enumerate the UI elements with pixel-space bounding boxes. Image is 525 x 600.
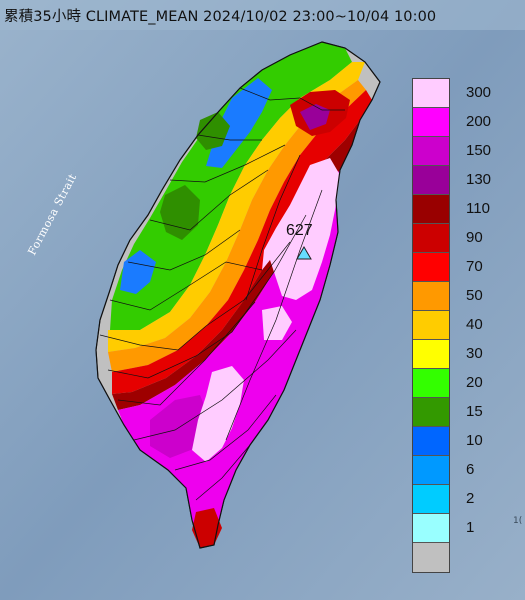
legend-swatch [413, 427, 449, 456]
legend-swatch [413, 137, 449, 166]
legend-swatch [413, 253, 449, 282]
legend-label: 70 [466, 258, 483, 275]
legend-label: 1 [466, 519, 475, 536]
legend-swatch [413, 282, 449, 311]
legend-label: 90 [466, 229, 483, 246]
zone-pink-central [262, 306, 292, 340]
legend-label: 150 [466, 142, 492, 159]
legend-label: 130 [466, 171, 492, 188]
legend-swatch [413, 485, 449, 514]
zone-darkgreen-2 [196, 112, 230, 150]
legend-label: 40 [466, 316, 483, 333]
zone-red [112, 90, 372, 394]
legend-label: 20 [466, 374, 483, 391]
coastline [95, 41, 381, 549]
legend-color-bar [412, 78, 450, 573]
legend-label: 6 [466, 461, 475, 478]
map-title: 累積35小時 CLIMATE_MEAN 2024/10/02 23:00~10/… [4, 9, 437, 25]
legend-label: 15 [466, 403, 483, 420]
legend-swatch [413, 224, 449, 253]
legend-label: 110 [466, 200, 490, 217]
legend-swatch [413, 514, 449, 543]
max-location-triangle-icon [296, 246, 312, 260]
legend-swatch [413, 369, 449, 398]
legend-label: 50 [466, 287, 483, 304]
legend-swatch [413, 195, 449, 224]
max-rainfall-value: 627 [286, 222, 313, 239]
zone-green [110, 42, 352, 330]
zone-orange [108, 80, 366, 372]
legend-swatch [413, 456, 449, 485]
legend-label: 2 [466, 490, 475, 507]
zone-red-south-tip [192, 508, 222, 548]
legend-swatch [413, 340, 449, 369]
zone-yellow [108, 62, 365, 352]
legend-swatch [413, 79, 449, 108]
legend-label: 300 [466, 84, 492, 101]
legend-swatch [413, 543, 449, 572]
legend-swatch [413, 311, 449, 340]
legend-label: 200 [466, 113, 492, 130]
legend-label: 10 [466, 432, 483, 449]
legend-swatch [413, 166, 449, 195]
zone-purple-north [300, 104, 330, 130]
county-borders [99, 87, 345, 501]
legend-swatch [413, 398, 449, 427]
legend-swatch [413, 108, 449, 137]
zone-darkgreen [160, 185, 200, 240]
zone-blue-central [120, 250, 156, 294]
title-band [0, 0, 525, 30]
legend-label: 30 [466, 345, 483, 362]
zone-pink-south [192, 366, 244, 462]
zone-blue-north [206, 78, 272, 168]
corner-text: 1( [513, 516, 523, 526]
